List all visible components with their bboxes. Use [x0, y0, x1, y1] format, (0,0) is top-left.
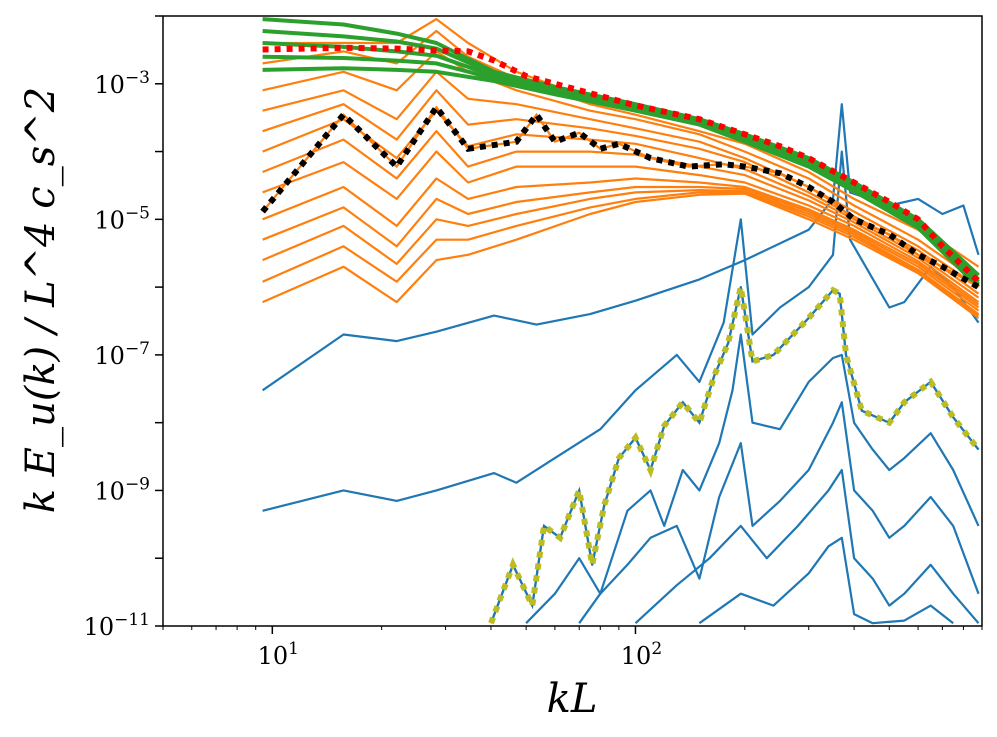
y-tick-label: 10−5: [94, 203, 150, 234]
series-5-blue-line: [634, 468, 980, 625]
series-8-orange-line: [262, 29, 980, 277]
series-27-olive-dotted-line: [488, 286, 981, 625]
series-1-blue-line: [262, 150, 980, 512]
series-10-orange-line: [262, 70, 980, 289]
series-2-blue-line: [489, 286, 980, 624]
series-14-orange-line: [262, 150, 980, 306]
series-16-orange-line: [262, 185, 980, 312]
x-tick-label: 101: [258, 639, 299, 670]
x-tick-label: 102: [621, 639, 662, 670]
series-13-orange-line: [262, 130, 980, 303]
x-axis-title: kL: [547, 676, 598, 722]
series-9-orange-line: [262, 50, 980, 283]
plot-frame: [162, 15, 983, 627]
tick-labels-layer: 101 102 10−3 10−5 10−7 10−9 10−11: [84, 68, 663, 670]
series-4-blue-line: [578, 401, 980, 624]
y-tick-label: 10−7: [94, 339, 150, 370]
series-17-orange-line: [262, 189, 980, 315]
series-15-orange-line: [262, 177, 980, 309]
y-tick-label: 10−11: [84, 610, 150, 641]
series-layer: [260, 17, 981, 625]
series-25-red-dotted-line: [262, 44, 981, 284]
series-24-green-line: [262, 66, 980, 289]
series-6-blue-line: [698, 536, 954, 625]
y-tick-label: 10−9: [94, 474, 150, 505]
series-18-orange-line: [262, 191, 980, 317]
series-23-green-line: [262, 54, 980, 286]
series-27-underlay: [489, 286, 980, 624]
y-tick-label: 10−3: [94, 68, 150, 99]
series-19-orange-line: [262, 192, 980, 319]
y-axis-title: k E_u(k) / L^4 c_s^2: [18, 87, 64, 513]
series-26-black-dotted-line: [260, 102, 980, 290]
series-3-blue-line: [525, 333, 980, 624]
ticks-layer: [155, 15, 983, 634]
